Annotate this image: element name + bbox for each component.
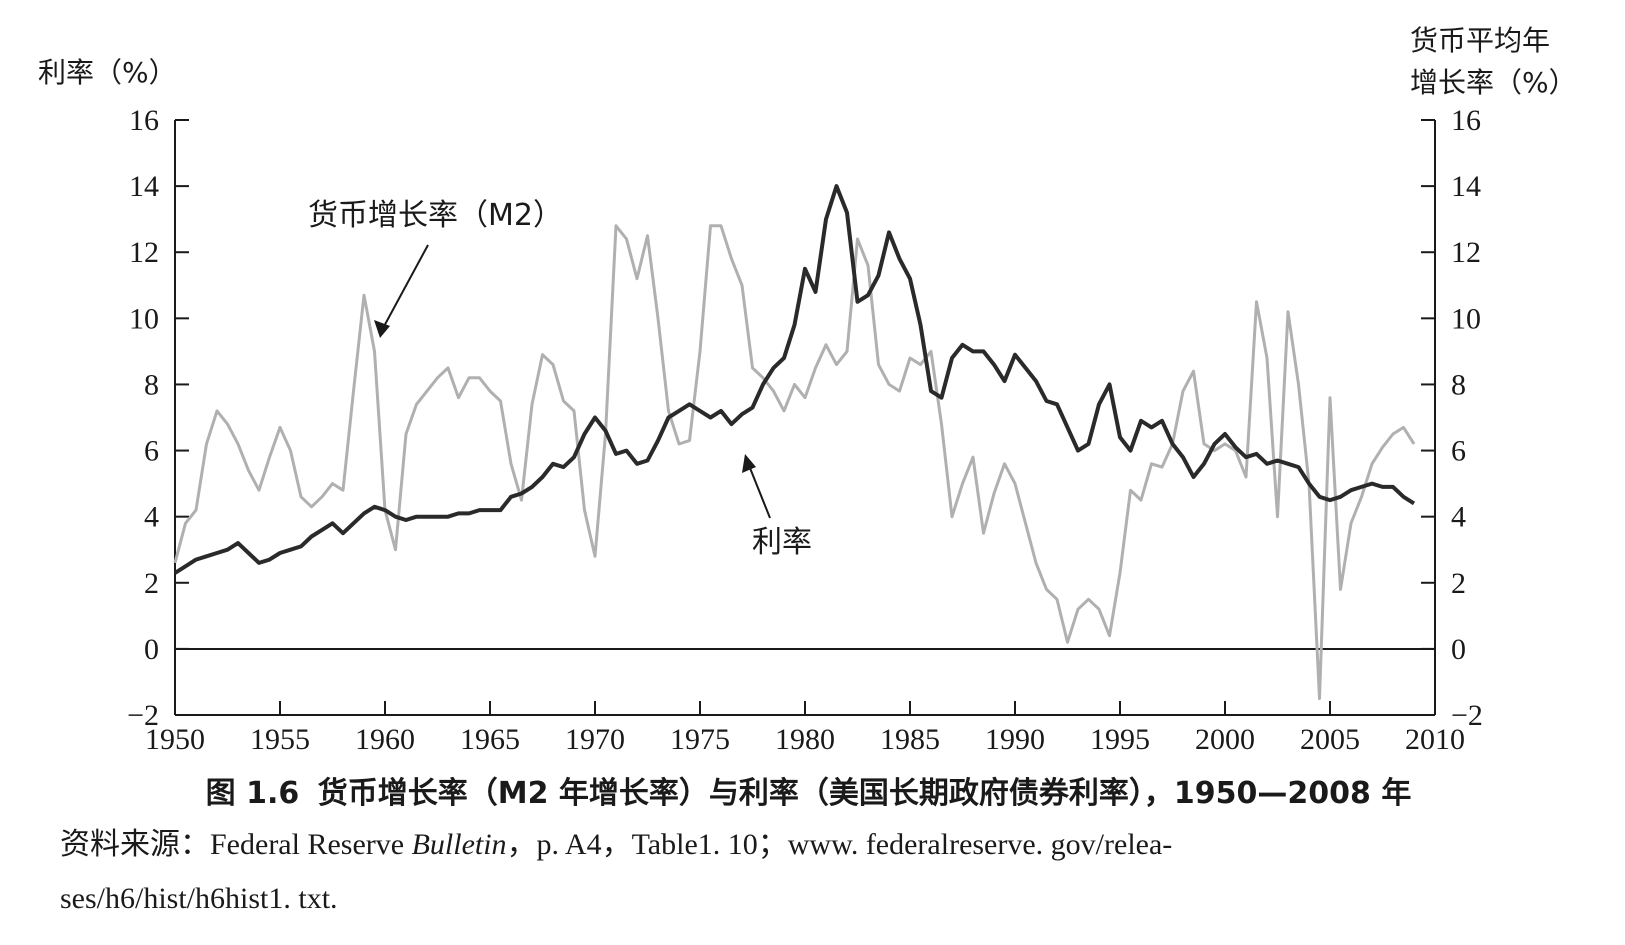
y-tick-label-right: 2 bbox=[1451, 567, 1466, 600]
y-tick-label-right: 16 bbox=[1451, 104, 1481, 137]
rate-arrow-line bbox=[747, 462, 771, 519]
source-line2: ses/h6/hist/h6hist1. txt. bbox=[60, 882, 338, 915]
x-tick-label: 1970 bbox=[565, 723, 625, 756]
x-tick-label: 1960 bbox=[355, 723, 415, 756]
y-tick-label-right: 4 bbox=[1451, 501, 1466, 534]
y-tick-label-left: 8 bbox=[144, 368, 159, 401]
x-tick-label: 1980 bbox=[775, 723, 835, 756]
x-tick-label: 1950 bbox=[145, 723, 205, 756]
y-tick-label-right: 12 bbox=[1451, 236, 1481, 269]
m2-arrow-line bbox=[381, 244, 429, 331]
figure-title: 货币增长率（M2 年增长率）与利率（美国长期政府债券利率），1950—2008 … bbox=[317, 776, 1412, 811]
x-tick-label: 1990 bbox=[985, 723, 1045, 756]
y-tick-label-left: 16 bbox=[129, 104, 159, 137]
x-tick-label: 2010 bbox=[1405, 723, 1465, 756]
y-tick-label-right: 0 bbox=[1451, 633, 1466, 666]
figure-caption: 图 1.6 货币增长率（M2 年增长率）与利率（美国长期政府债券利率），1950… bbox=[0, 768, 1625, 812]
y-tick-label-right: 14 bbox=[1451, 170, 1481, 203]
m2-growth-line bbox=[173, 224, 1416, 700]
y-tick-label-left: 6 bbox=[144, 435, 159, 468]
y-tick-label-right: 6 bbox=[1451, 435, 1466, 468]
rate-arrow-head bbox=[742, 454, 756, 473]
x-tick-label: 1985 bbox=[880, 723, 940, 756]
m2-arrow-head bbox=[374, 320, 390, 338]
figure-number: 图 1.6 bbox=[205, 776, 300, 811]
x-tick-label: 1965 bbox=[460, 723, 520, 756]
x-tick-label: 1995 bbox=[1090, 723, 1150, 756]
source-italic: Bulletin bbox=[411, 828, 507, 861]
m2-annotation-label: 货币增长率（M2） bbox=[308, 198, 563, 233]
chart: 利率（%） 货币平均年 增长率（%） 16 14 12 10 8 6 4 2 0 −2 16 14 1… bbox=[38, 24, 1577, 756]
y-tick-label-left: −2 bbox=[127, 699, 159, 732]
left-axis-title: 利率（%） bbox=[38, 56, 177, 89]
rate-annotation: 利率 bbox=[742, 454, 812, 560]
x-tick-label: 1975 bbox=[670, 723, 730, 756]
y-tick-label-left: 10 bbox=[129, 302, 159, 335]
right-axis-title-line2: 增长率（%） bbox=[1410, 66, 1577, 99]
rate-annotation-label: 利率 bbox=[752, 525, 812, 560]
y-tick-label-left: 14 bbox=[129, 170, 159, 203]
y-tick-label-left: 0 bbox=[144, 633, 159, 666]
m2-annotation: 货币增长率（M2） bbox=[308, 198, 563, 338]
y-tick-label-right: 8 bbox=[1451, 368, 1466, 401]
interest-rate-line bbox=[173, 184, 1416, 575]
x-tick-label: 1955 bbox=[250, 723, 310, 756]
y-tick-label-right: 10 bbox=[1451, 302, 1481, 335]
source-prefix: 资料来源：Federal Reserve bbox=[60, 828, 412, 861]
y-tick-label-left: 12 bbox=[129, 236, 159, 269]
y-tick-label-left: 4 bbox=[144, 501, 159, 534]
y-tick-label-left: 2 bbox=[144, 567, 159, 600]
y-tick-label-right: −2 bbox=[1451, 699, 1483, 732]
source-rest: ，p. A4，Table1. 10；www. federalreserve. g… bbox=[506, 828, 1173, 861]
x-tick-label: 2005 bbox=[1300, 723, 1360, 756]
source-note: 资料来源：Federal Reserve Bulletin，p. A4，Tabl… bbox=[60, 818, 1580, 926]
x-tick-label: 2000 bbox=[1195, 723, 1255, 756]
right-axis-title-line1: 货币平均年 bbox=[1410, 24, 1550, 57]
